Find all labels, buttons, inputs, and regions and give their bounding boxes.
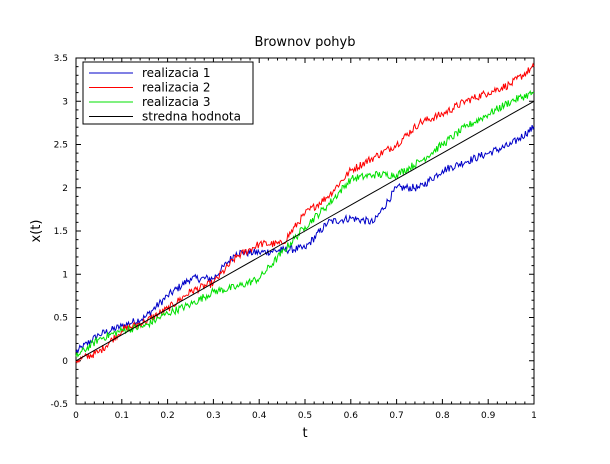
legend-label-3: realizacia 3 [142, 95, 210, 109]
y-tick-label: -0.5 [50, 400, 68, 410]
y-tick-label: 1.5 [54, 227, 68, 237]
y-tick-label: 0.5 [54, 314, 68, 324]
y-tick-label: 3.5 [54, 54, 68, 64]
y-tick-label: 2 [62, 184, 68, 194]
x-tick-label: 0.9 [481, 411, 496, 421]
x-tick-label: 0.5 [298, 411, 312, 421]
legend-label-2: realizacia 2 [142, 81, 210, 95]
y-axis-title: x(t) [29, 220, 44, 243]
x-tick-label: 0.8 [435, 411, 450, 421]
x-tick-label: 0 [73, 411, 79, 421]
y-tick-label: 2.5 [54, 141, 68, 151]
series-line-4 [75, 100, 535, 362]
y-tick-label: 3 [62, 97, 68, 107]
x-tick-label: 0.2 [160, 411, 174, 421]
y-tick-label: 1 [62, 270, 68, 280]
series-line-2 [75, 62, 535, 364]
series-line-1 [75, 124, 535, 354]
x-tick-label: 1 [531, 411, 537, 421]
x-tick-label: 0.3 [206, 411, 220, 421]
x-tick-label: 0.7 [389, 411, 403, 421]
x-tick-label: 0.6 [344, 411, 359, 421]
x-axis-title: t [302, 426, 307, 441]
x-tick-label: 0.4 [252, 411, 267, 421]
legend-label-4: stredna hodnota [142, 110, 241, 124]
x-tick-label: 0.1 [115, 411, 129, 421]
y-tick-label: 0 [62, 357, 68, 367]
series-line-3 [75, 89, 535, 358]
legend-label-1: realizacia 1 [142, 66, 210, 80]
legend-box [82, 61, 254, 125]
chart-title: Brownov pohyb [255, 35, 356, 50]
